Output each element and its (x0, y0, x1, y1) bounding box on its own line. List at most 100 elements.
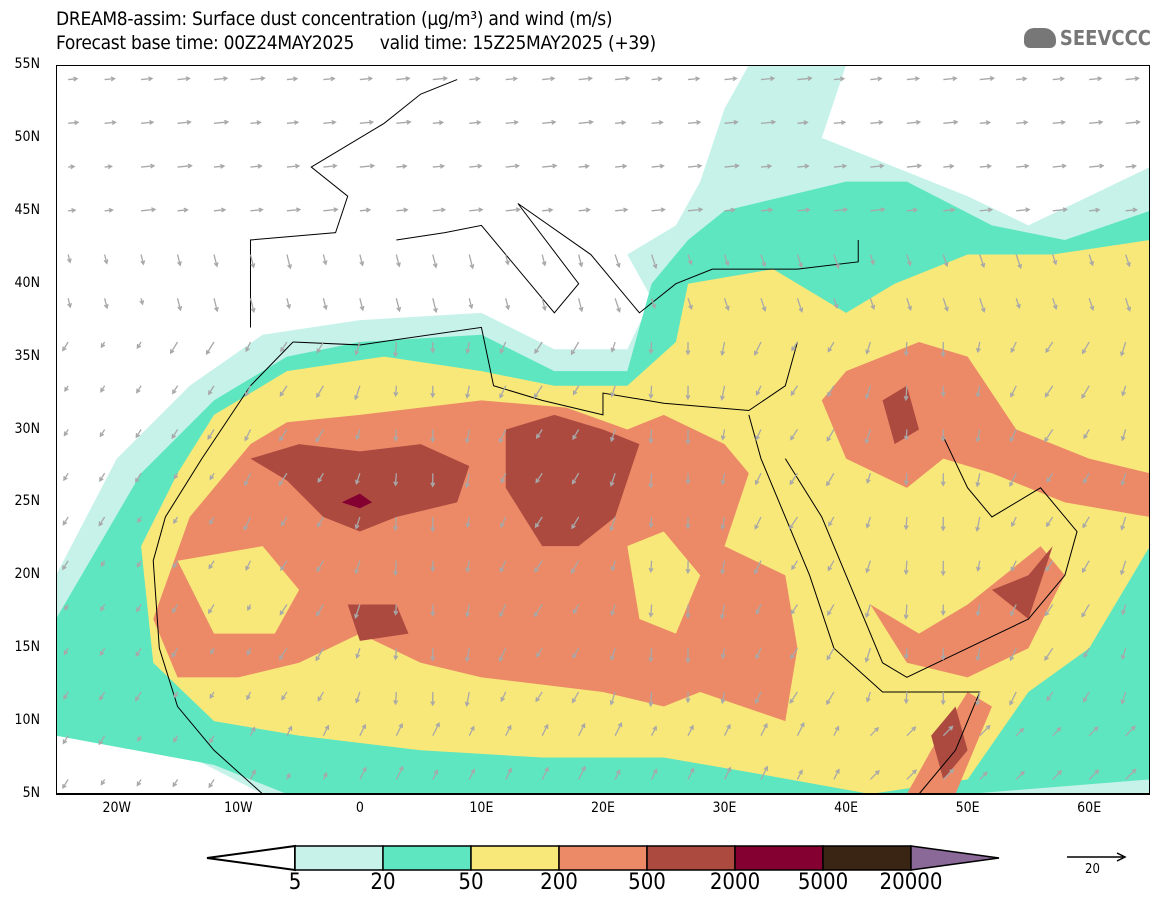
wind-arrow (249, 298, 256, 314)
wind-arrow (1010, 560, 1017, 572)
wind-arrow (533, 385, 543, 399)
wind-arrow (720, 604, 726, 620)
wind-arrow (1015, 298, 1021, 310)
wind-arrow (244, 472, 252, 487)
wind-arrow (796, 721, 805, 736)
wind-arrow (614, 769, 621, 780)
wind-arrow (205, 341, 215, 356)
wind-arrow (791, 341, 798, 352)
wind-arrow (687, 724, 694, 736)
wind-arrow (210, 647, 215, 655)
wind-arrow (465, 341, 471, 355)
longitude-label: 40E (834, 800, 859, 816)
wind-arrow (979, 76, 996, 81)
wind-arrow (354, 516, 361, 530)
wind-arrow (724, 207, 736, 213)
wind-arrow (685, 473, 691, 485)
wind-arrow (578, 163, 590, 169)
dust-map (56, 65, 1150, 795)
wind-arrow (760, 722, 768, 736)
wind-arrow (468, 725, 475, 736)
longitude-label: 0 (355, 800, 364, 816)
wind-arrow (250, 76, 266, 81)
wind-arrow (359, 163, 376, 169)
wind-arrow (865, 604, 872, 619)
wind-arrow (648, 341, 654, 355)
wind-arrow (833, 207, 849, 213)
wind-arrow (359, 298, 365, 312)
dust-200-500-middle-east (821, 342, 1150, 517)
wind-arrow (354, 560, 361, 575)
wind-arrow (648, 429, 654, 444)
wind-arrow (247, 604, 252, 612)
wind-arrow (1052, 726, 1062, 737)
mediterranean-north-coast (396, 203, 859, 314)
wind-arrow (498, 647, 507, 663)
wind-arrow (99, 429, 106, 438)
wind-arrow (572, 604, 580, 615)
wind-arrow (903, 648, 909, 660)
wind-arrow (979, 207, 994, 213)
wind-arrow (279, 604, 288, 616)
wind-arrow (1125, 207, 1138, 213)
wind-arrow (687, 767, 695, 780)
wind-arrow (685, 385, 691, 401)
wind-arrow (940, 429, 946, 442)
wind-arrow (171, 429, 179, 440)
wind-arrow (942, 768, 955, 780)
wind-arrow (286, 254, 292, 270)
wind-arrow (651, 725, 657, 736)
wind-arrow (940, 604, 946, 616)
wind-arrow (903, 341, 909, 357)
wind-arrow (760, 298, 767, 312)
dust-500-2000-area (882, 385, 920, 445)
wind-arrow (535, 647, 543, 658)
africa-north-coast (293, 326, 798, 416)
wind-arrow (979, 771, 988, 780)
wind-arrow (393, 604, 399, 616)
wind-arrow (354, 385, 361, 401)
logo-text: SEEVCCC (1059, 26, 1151, 50)
latitude-label: 55N (14, 56, 40, 72)
wind-arrow (359, 723, 367, 736)
wind-arrow (979, 254, 986, 269)
wind-arrow (98, 516, 106, 527)
wind-arrow (903, 473, 909, 486)
wind-arrow (393, 473, 399, 487)
colorbar-label: 20000 (879, 870, 943, 895)
wind-arrow (505, 119, 520, 125)
wind-arrow (316, 385, 324, 399)
wind-arrow (169, 341, 179, 355)
wind-arrow (903, 516, 909, 531)
wind-arrow (869, 298, 876, 311)
wind-arrow (1046, 691, 1054, 702)
wind-arrow (1052, 298, 1058, 311)
wind-arrow (1016, 163, 1030, 169)
wind-arrow (464, 648, 470, 663)
wind-arrow (865, 473, 872, 485)
wind-arrow (1120, 473, 1127, 486)
wind-arrow (317, 516, 324, 528)
wind-arrow (1052, 76, 1066, 82)
wind-arrow (906, 726, 917, 737)
wind-arrow (100, 341, 106, 349)
colorbar-label: 500 (628, 870, 666, 895)
wind-arrow (209, 735, 215, 744)
latitude-label: 15N (14, 639, 40, 656)
wind-arrow (685, 648, 691, 664)
wind-arrow (541, 766, 549, 780)
wind-arrow (903, 560, 909, 576)
wind-arrow (250, 163, 263, 169)
wind-arrow (1089, 76, 1103, 82)
wind-arrow (1089, 119, 1104, 125)
wind-arrow (177, 119, 192, 125)
wind-arrow (100, 604, 106, 612)
wind-arrow (789, 691, 798, 704)
wind-arrow (430, 342, 436, 354)
wind-arrow (687, 254, 693, 266)
colorbar-label: 200 (540, 870, 578, 895)
wind-arrow (870, 163, 885, 169)
wind-arrow (213, 254, 219, 268)
wind-arrow (505, 724, 512, 736)
wind-arrow (104, 164, 113, 170)
